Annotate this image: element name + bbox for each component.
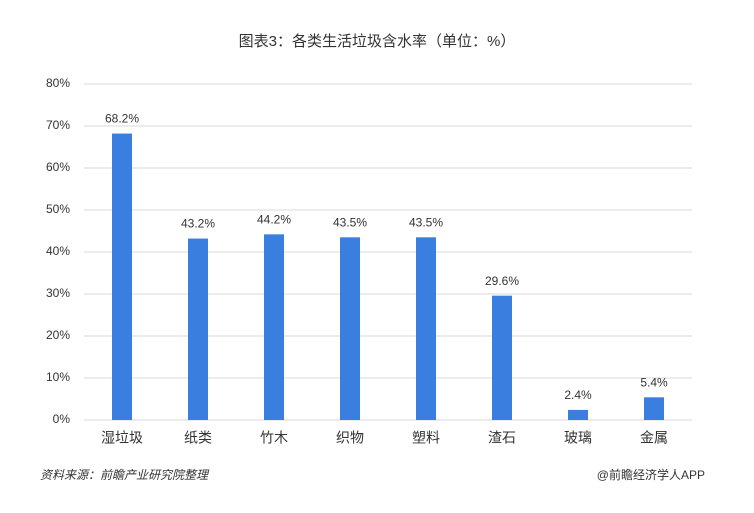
- y-tick-label: 20%: [46, 328, 70, 342]
- y-tick-label: 30%: [46, 286, 70, 300]
- brand-note: @前瞻经济学人APP: [597, 467, 705, 482]
- bar: [340, 237, 360, 420]
- value-label: 44.2%: [257, 213, 291, 227]
- y-tick-label: 40%: [46, 244, 70, 258]
- x-tick-label: 渣石: [488, 430, 516, 446]
- value-label: 43.5%: [409, 215, 443, 229]
- value-label: 2.4%: [564, 388, 592, 402]
- bar: [188, 238, 208, 420]
- x-tick-label: 织物: [336, 430, 364, 446]
- x-tick-label: 纸类: [184, 430, 212, 446]
- y-tick-label: 10%: [46, 370, 70, 384]
- y-tick-label: 50%: [46, 202, 70, 216]
- chart-title: 图表3：各类生活垃圾含水率（单位：%）: [239, 33, 516, 50]
- x-tick-label: 竹木: [260, 430, 288, 446]
- value-label: 5.4%: [640, 375, 668, 389]
- value-label: 43.5%: [333, 215, 367, 229]
- x-tick-label: 金属: [640, 430, 668, 446]
- bar: [264, 234, 284, 420]
- bar: [112, 133, 132, 420]
- value-label: 43.2%: [181, 217, 215, 231]
- value-label: 29.6%: [485, 274, 519, 288]
- bar: [644, 397, 664, 420]
- x-tick-label: 玻璃: [564, 430, 592, 446]
- bar: [492, 295, 512, 420]
- x-tick-label: 湿垃圾: [101, 430, 143, 446]
- bar: [416, 237, 436, 420]
- bar: [568, 409, 588, 420]
- y-tick-label: 0%: [53, 412, 71, 426]
- y-tick-label: 70%: [46, 118, 70, 132]
- value-label: 68.2%: [105, 112, 139, 126]
- y-tick-label: 60%: [46, 160, 70, 174]
- x-tick-label: 塑料: [412, 430, 440, 446]
- source-note: 资料来源：前瞻产业研究院整理: [40, 468, 210, 482]
- y-tick-label: 80%: [46, 76, 70, 90]
